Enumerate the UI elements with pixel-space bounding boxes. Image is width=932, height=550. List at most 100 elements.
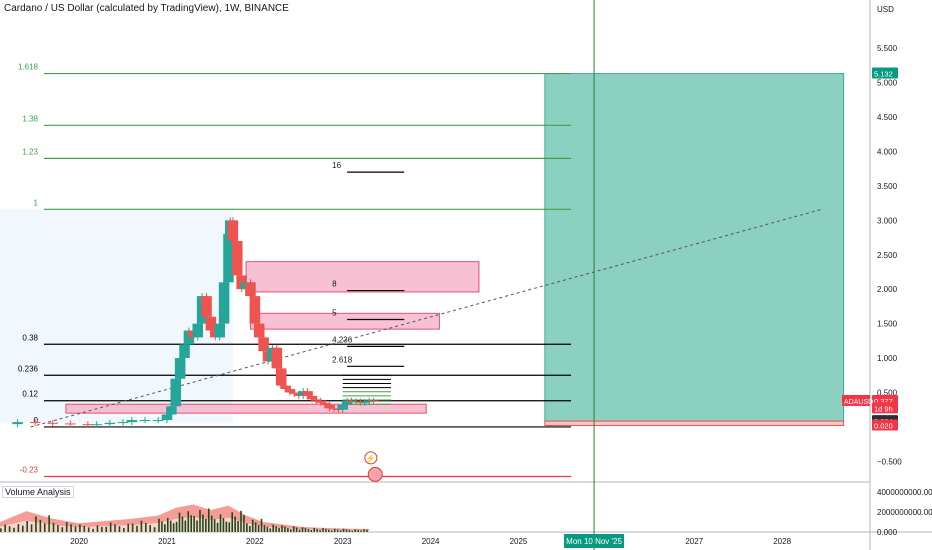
drawing-boxes[interactable]	[65, 73, 845, 427]
trend-line[interactable]	[30, 208, 822, 428]
price-label-box-2	[872, 402, 898, 414]
volume-bar	[254, 522, 257, 532]
price-candle	[271, 347, 283, 369]
volume-bar	[310, 530, 313, 532]
time-axis-tick: 2027	[685, 537, 703, 546]
stop-zone-box[interactable]	[544, 420, 845, 427]
time-axis-tick: 2024	[422, 537, 440, 546]
volume-bar	[237, 520, 239, 532]
volume-bar	[92, 528, 94, 532]
price-candle	[232, 241, 243, 276]
fib-level-label-8: -0.23	[20, 465, 39, 474]
volume-bar	[257, 525, 260, 532]
volume-bar	[301, 527, 304, 532]
price-candle	[126, 420, 138, 423]
volume-axis-tick: 2000000000.000	[877, 508, 932, 517]
volume-bar	[52, 522, 55, 532]
volume-bar	[336, 529, 339, 532]
volume-bar	[161, 521, 163, 532]
fib-level-label-1: 1.38	[22, 114, 38, 123]
volume-bar	[149, 525, 151, 532]
volume-bar	[319, 529, 321, 532]
volume-bar	[219, 514, 222, 532]
volume-bar	[231, 512, 234, 532]
volume-bar	[348, 529, 351, 532]
volume-bar	[269, 528, 272, 532]
volume-bar	[136, 525, 138, 532]
axes: USD 5.500 5.000 4.500 4.000 3.500 3.000 2.500 2.…	[70, 5, 932, 546]
volume-indicator-label[interactable]: Volume Analysis	[2, 486, 74, 498]
volume-bar	[313, 527, 316, 532]
volume-bar	[0, 528, 2, 532]
pink-zone-box-0[interactable]	[245, 261, 480, 293]
volume-bar	[30, 524, 33, 532]
volume-bar	[127, 523, 130, 532]
price-candle	[245, 282, 256, 297]
pink-zone-box-2[interactable]	[65, 403, 427, 414]
volume-bar	[166, 517, 169, 532]
fibonacci-levels[interactable]: 1.618 1.38 1.23 1 0.38 0.236 0.12 0 -0.23 16 8 5 4.2…	[18, 0, 822, 550]
volume-bar	[164, 524, 166, 532]
volume-bar	[357, 529, 359, 532]
price-candle	[174, 358, 186, 379]
volume-bar	[57, 525, 59, 532]
volume-bar	[272, 524, 275, 532]
event-earnings-icon[interactable]	[367, 466, 383, 482]
volume-bar	[109, 522, 112, 532]
volume-bar	[48, 515, 50, 532]
volume-bar	[105, 526, 108, 532]
volume-bar	[35, 516, 37, 532]
cursor-date-box	[564, 534, 625, 548]
volume-bar	[234, 516, 236, 532]
price-axis-tick: 3.500	[877, 182, 898, 191]
volume-bar	[240, 510, 242, 532]
price-candle	[236, 275, 247, 290]
symbol-label-box	[842, 394, 870, 406]
time-axis-tick: 2023	[334, 537, 352, 546]
volume-bar	[354, 529, 357, 532]
volume-bar	[307, 529, 310, 532]
price-axis-tick: 2.500	[877, 251, 898, 260]
volume-bar	[281, 525, 283, 532]
volume-bar	[8, 526, 11, 532]
pink-zone-box-1[interactable]	[249, 312, 440, 330]
price-candle	[12, 422, 23, 425]
volume-bar	[363, 529, 365, 532]
price-candle	[337, 404, 348, 410]
volume-bar	[278, 527, 280, 532]
volume-bar	[260, 518, 263, 532]
price-axis-tick: 1.000	[877, 354, 898, 363]
volume-bar	[316, 529, 318, 532]
volume-bar	[193, 516, 195, 532]
price-series	[12, 217, 379, 428]
time-axis-tick: 2020	[70, 537, 88, 546]
extension-label-4: 2.618	[332, 355, 353, 364]
volume-bar	[158, 518, 160, 532]
volume-bar	[287, 527, 289, 532]
volume-bar	[70, 524, 72, 532]
price-axis-tick: 4.000	[877, 147, 898, 156]
volume-bar	[187, 511, 190, 532]
target-zone-box[interactable]	[544, 73, 845, 422]
event-flash-icon[interactable]	[364, 451, 378, 465]
volume-axis-tick: 0.000	[877, 528, 898, 537]
price-label-box-4	[872, 419, 898, 431]
price-candle	[368, 400, 379, 402]
volume-bar	[184, 520, 187, 532]
fib-level-label-3: 1	[34, 198, 39, 207]
volume-bar	[123, 528, 125, 532]
volume-bar	[366, 529, 368, 532]
extension-label-0: 16	[332, 161, 341, 170]
price-candle	[315, 400, 327, 403]
price-candle	[29, 422, 41, 424]
volume-bar	[153, 527, 156, 532]
volume-bar	[222, 518, 225, 532]
volume-bar	[13, 527, 15, 532]
price-candle	[289, 392, 300, 394]
price-candle	[47, 422, 58, 424]
price-candle	[324, 404, 335, 409]
price-axis-tick: 5.000	[877, 79, 898, 88]
volume-bar	[26, 520, 28, 532]
time-axis-tick: 2025	[510, 537, 528, 546]
